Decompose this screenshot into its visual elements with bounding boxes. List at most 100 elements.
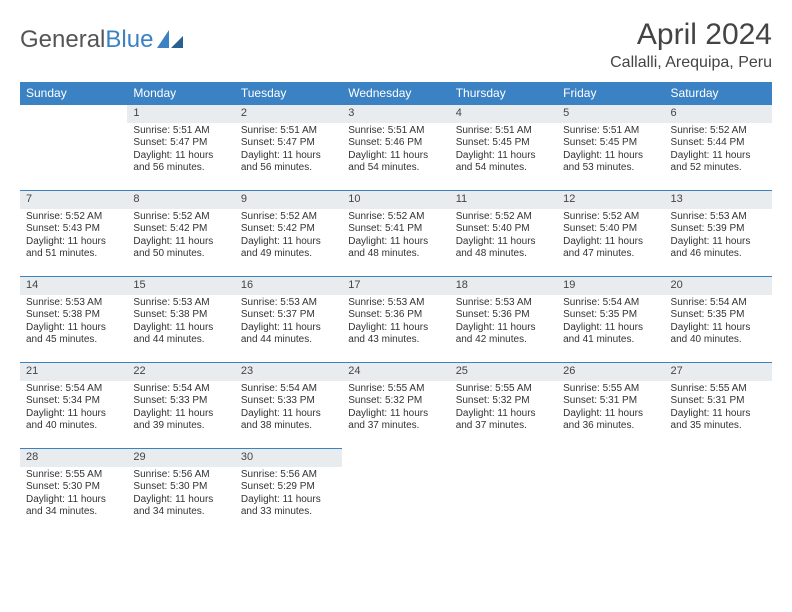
daylight-text-1: Daylight: 11 hours xyxy=(26,408,121,421)
sunset-text: Sunset: 5:37 PM xyxy=(241,309,336,322)
calendar-week-row: 14Sunrise: 5:53 AMSunset: 5:38 PMDayligh… xyxy=(20,276,772,362)
daylight-text-1: Daylight: 11 hours xyxy=(671,236,766,249)
daylight-text-2: and 33 minutes. xyxy=(241,506,336,519)
sunrise-text: Sunrise: 5:55 AM xyxy=(348,383,443,396)
sunset-text: Sunset: 5:40 PM xyxy=(563,223,658,236)
sunset-text: Sunset: 5:47 PM xyxy=(241,137,336,150)
calendar-day-cell: 29Sunrise: 5:56 AMSunset: 5:30 PMDayligh… xyxy=(127,448,234,534)
day-content: Sunrise: 5:54 AMSunset: 5:35 PMDaylight:… xyxy=(557,295,664,351)
sunset-text: Sunset: 5:35 PM xyxy=(671,309,766,322)
daylight-text-2: and 53 minutes. xyxy=(563,162,658,175)
sunrise-text: Sunrise: 5:53 AM xyxy=(26,297,121,310)
day-number: 23 xyxy=(235,362,342,381)
calendar-day-cell: 13Sunrise: 5:53 AMSunset: 5:39 PMDayligh… xyxy=(665,190,772,276)
calendar-week-row: 21Sunrise: 5:54 AMSunset: 5:34 PMDayligh… xyxy=(20,362,772,448)
day-content: Sunrise: 5:54 AMSunset: 5:33 PMDaylight:… xyxy=(127,381,234,437)
logo: GeneralBlue xyxy=(20,18,183,54)
calendar-day-cell: 23Sunrise: 5:54 AMSunset: 5:33 PMDayligh… xyxy=(235,362,342,448)
daylight-text-1: Daylight: 11 hours xyxy=(133,408,228,421)
day-number: 19 xyxy=(557,276,664,295)
sunrise-text: Sunrise: 5:52 AM xyxy=(241,211,336,224)
day-number: 18 xyxy=(450,276,557,295)
daylight-text-1: Daylight: 11 hours xyxy=(133,150,228,163)
weekday-header: Friday xyxy=(557,82,664,104)
location: Callalli, Arequipa, Peru xyxy=(610,54,772,72)
calendar-body: 1Sunrise: 5:51 AMSunset: 5:47 PMDaylight… xyxy=(20,104,772,534)
day-content: Sunrise: 5:53 AMSunset: 5:37 PMDaylight:… xyxy=(235,295,342,351)
sunset-text: Sunset: 5:31 PM xyxy=(671,395,766,408)
sunset-text: Sunset: 5:31 PM xyxy=(563,395,658,408)
calendar-day-cell: 16Sunrise: 5:53 AMSunset: 5:37 PMDayligh… xyxy=(235,276,342,362)
calendar-day-cell xyxy=(450,448,557,534)
sunset-text: Sunset: 5:42 PM xyxy=(133,223,228,236)
day-number: 8 xyxy=(127,190,234,209)
calendar-day-cell: 9Sunrise: 5:52 AMSunset: 5:42 PMDaylight… xyxy=(235,190,342,276)
sunset-text: Sunset: 5:35 PM xyxy=(563,309,658,322)
day-content: Sunrise: 5:53 AMSunset: 5:39 PMDaylight:… xyxy=(665,209,772,265)
sunset-text: Sunset: 5:38 PM xyxy=(133,309,228,322)
day-number: 1 xyxy=(127,104,234,123)
day-number: 2 xyxy=(235,104,342,123)
day-content: Sunrise: 5:56 AMSunset: 5:29 PMDaylight:… xyxy=(235,467,342,523)
sunset-text: Sunset: 5:43 PM xyxy=(26,223,121,236)
daylight-text-1: Daylight: 11 hours xyxy=(26,322,121,335)
daylight-text-1: Daylight: 11 hours xyxy=(456,236,551,249)
calendar-day-cell: 4Sunrise: 5:51 AMSunset: 5:45 PMDaylight… xyxy=(450,104,557,190)
day-number: 17 xyxy=(342,276,449,295)
calendar-day-cell: 10Sunrise: 5:52 AMSunset: 5:41 PMDayligh… xyxy=(342,190,449,276)
daylight-text-2: and 49 minutes. xyxy=(241,248,336,261)
calendar-day-cell xyxy=(342,448,449,534)
calendar-day-cell: 27Sunrise: 5:55 AMSunset: 5:31 PMDayligh… xyxy=(665,362,772,448)
logo-text-general: General xyxy=(20,26,105,54)
calendar-day-cell: 8Sunrise: 5:52 AMSunset: 5:42 PMDaylight… xyxy=(127,190,234,276)
day-number: 28 xyxy=(20,448,127,467)
daylight-text-2: and 35 minutes. xyxy=(671,420,766,433)
daylight-text-2: and 54 minutes. xyxy=(348,162,443,175)
calendar-week-row: 28Sunrise: 5:55 AMSunset: 5:30 PMDayligh… xyxy=(20,448,772,534)
calendar-day-cell: 19Sunrise: 5:54 AMSunset: 5:35 PMDayligh… xyxy=(557,276,664,362)
day-number: 7 xyxy=(20,190,127,209)
calendar-day-cell: 3Sunrise: 5:51 AMSunset: 5:46 PMDaylight… xyxy=(342,104,449,190)
daylight-text-2: and 42 minutes. xyxy=(456,334,551,347)
title-block: April 2024 Callalli, Arequipa, Peru xyxy=(610,18,772,72)
day-content: Sunrise: 5:52 AMSunset: 5:44 PMDaylight:… xyxy=(665,123,772,179)
daylight-text-2: and 37 minutes. xyxy=(456,420,551,433)
calendar-day-cell: 26Sunrise: 5:55 AMSunset: 5:31 PMDayligh… xyxy=(557,362,664,448)
daylight-text-1: Daylight: 11 hours xyxy=(133,494,228,507)
sunset-text: Sunset: 5:42 PM xyxy=(241,223,336,236)
calendar-day-cell: 22Sunrise: 5:54 AMSunset: 5:33 PMDayligh… xyxy=(127,362,234,448)
daylight-text-1: Daylight: 11 hours xyxy=(456,322,551,335)
sunset-text: Sunset: 5:39 PM xyxy=(671,223,766,236)
calendar-day-cell xyxy=(665,448,772,534)
header: GeneralBlue April 2024 Callalli, Arequip… xyxy=(20,18,772,72)
daylight-text-2: and 38 minutes. xyxy=(241,420,336,433)
calendar-day-cell: 24Sunrise: 5:55 AMSunset: 5:32 PMDayligh… xyxy=(342,362,449,448)
daylight-text-2: and 48 minutes. xyxy=(348,248,443,261)
sunrise-text: Sunrise: 5:53 AM xyxy=(133,297,228,310)
sunset-text: Sunset: 5:36 PM xyxy=(348,309,443,322)
daylight-text-2: and 56 minutes. xyxy=(133,162,228,175)
sunset-text: Sunset: 5:32 PM xyxy=(348,395,443,408)
daylight-text-1: Daylight: 11 hours xyxy=(241,408,336,421)
day-content: Sunrise: 5:54 AMSunset: 5:33 PMDaylight:… xyxy=(235,381,342,437)
calendar-day-cell: 14Sunrise: 5:53 AMSunset: 5:38 PMDayligh… xyxy=(20,276,127,362)
calendar-day-cell: 5Sunrise: 5:51 AMSunset: 5:45 PMDaylight… xyxy=(557,104,664,190)
sunrise-text: Sunrise: 5:53 AM xyxy=(348,297,443,310)
daylight-text-2: and 36 minutes. xyxy=(563,420,658,433)
sunrise-text: Sunrise: 5:53 AM xyxy=(241,297,336,310)
day-number: 9 xyxy=(235,190,342,209)
daylight-text-2: and 44 minutes. xyxy=(241,334,336,347)
calendar-week-row: 1Sunrise: 5:51 AMSunset: 5:47 PMDaylight… xyxy=(20,104,772,190)
daylight-text-2: and 41 minutes. xyxy=(563,334,658,347)
daylight-text-1: Daylight: 11 hours xyxy=(26,494,121,507)
day-content: Sunrise: 5:51 AMSunset: 5:45 PMDaylight:… xyxy=(557,123,664,179)
daylight-text-1: Daylight: 11 hours xyxy=(563,408,658,421)
weekday-header: Thursday xyxy=(450,82,557,104)
day-content: Sunrise: 5:52 AMSunset: 5:40 PMDaylight:… xyxy=(450,209,557,265)
weekday-header: Monday xyxy=(127,82,234,104)
daylight-text-2: and 34 minutes. xyxy=(133,506,228,519)
daylight-text-2: and 54 minutes. xyxy=(456,162,551,175)
calendar-day-cell: 28Sunrise: 5:55 AMSunset: 5:30 PMDayligh… xyxy=(20,448,127,534)
day-content: Sunrise: 5:51 AMSunset: 5:46 PMDaylight:… xyxy=(342,123,449,179)
sunset-text: Sunset: 5:45 PM xyxy=(456,137,551,150)
